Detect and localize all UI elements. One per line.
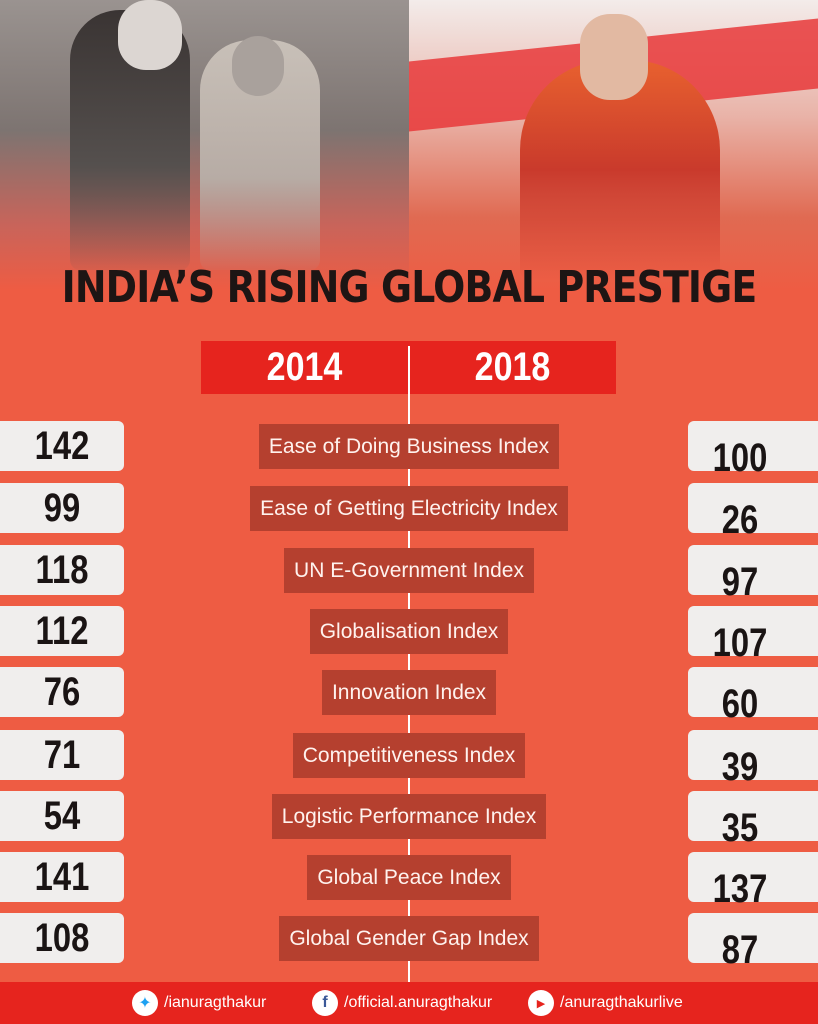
facebook-icon: f bbox=[312, 990, 338, 1016]
value-2018: 97 bbox=[721, 560, 759, 604]
value-2018: 107 bbox=[712, 621, 768, 665]
value-2014: 108 bbox=[34, 916, 90, 960]
value-2014: 71 bbox=[43, 733, 81, 777]
value-2018: 100 bbox=[712, 436, 768, 480]
facebook-link[interactable]: f /official.anuragthakur bbox=[312, 990, 492, 1016]
twitter-handle: /ianuragthakur bbox=[164, 994, 267, 1011]
youtube-handle: /anuragthakurlive bbox=[560, 994, 683, 1011]
value-2018: 39 bbox=[721, 745, 759, 789]
index-row: 71 Competitiveness Index 39 bbox=[0, 730, 818, 789]
footer: ✦ /ianuragthakur f /official.anuragthaku… bbox=[0, 982, 818, 1024]
youtube-link[interactable]: ▶ /anuragthakurlive bbox=[528, 990, 683, 1016]
year-header: 2014 2018 bbox=[201, 341, 616, 394]
index-label: Logistic Performance Index bbox=[271, 794, 547, 839]
value-2014: 99 bbox=[43, 486, 81, 530]
index-row: 54 Logistic Performance Index 35 bbox=[0, 791, 818, 850]
index-label: Innovation Index bbox=[321, 670, 497, 715]
index-label: Ease of Doing Business Index bbox=[258, 424, 560, 469]
index-label: UN E-Government Index bbox=[284, 548, 534, 593]
index-label: Competitiveness Index bbox=[292, 733, 526, 778]
index-row: 99 Ease of Getting Electricity Index 26 bbox=[0, 483, 818, 542]
year-2014: 2014 bbox=[266, 345, 343, 389]
value-2014: 142 bbox=[34, 424, 90, 468]
index-row: 112 Globalisation Index 107 bbox=[0, 606, 818, 665]
value-2014: 76 bbox=[43, 670, 81, 714]
index-label: Global Peace Index bbox=[307, 855, 511, 900]
value-2014: 112 bbox=[35, 609, 89, 653]
index-label: Globalisation Index bbox=[309, 609, 509, 654]
index-row: 76 Innovation Index 60 bbox=[0, 667, 818, 726]
value-2018: 60 bbox=[721, 682, 759, 726]
header-photo bbox=[0, 0, 818, 290]
facebook-handle: /official.anuragthakur bbox=[344, 994, 493, 1011]
year-2018: 2018 bbox=[474, 345, 551, 389]
index-row: 142 Ease of Doing Business Index 100 bbox=[0, 421, 818, 480]
index-row: 108 Global Gender Gap Index 87 bbox=[0, 913, 818, 972]
twitter-icon: ✦ bbox=[132, 990, 158, 1016]
divider bbox=[408, 346, 410, 982]
index-label: Global Gender Gap Index bbox=[279, 916, 539, 961]
index-row: 118 UN E-Government Index 97 bbox=[0, 545, 818, 604]
youtube-icon: ▶ bbox=[528, 990, 554, 1016]
index-row: 141 Global Peace Index 137 bbox=[0, 852, 818, 911]
value-2014: 141 bbox=[34, 855, 90, 899]
value-2018: 137 bbox=[712, 867, 768, 911]
twitter-link[interactable]: ✦ /ianuragthakur bbox=[132, 990, 266, 1016]
value-2014: 54 bbox=[43, 794, 81, 838]
value-2018: 26 bbox=[721, 498, 759, 542]
value-2018: 87 bbox=[721, 928, 759, 972]
index-label: Ease of Getting Electricity Index bbox=[250, 486, 568, 531]
value-2014: 118 bbox=[35, 548, 89, 592]
value-2018: 35 bbox=[721, 806, 759, 850]
page-title: INDIA’S RISING GLOBAL PRESTIGE bbox=[61, 262, 758, 313]
